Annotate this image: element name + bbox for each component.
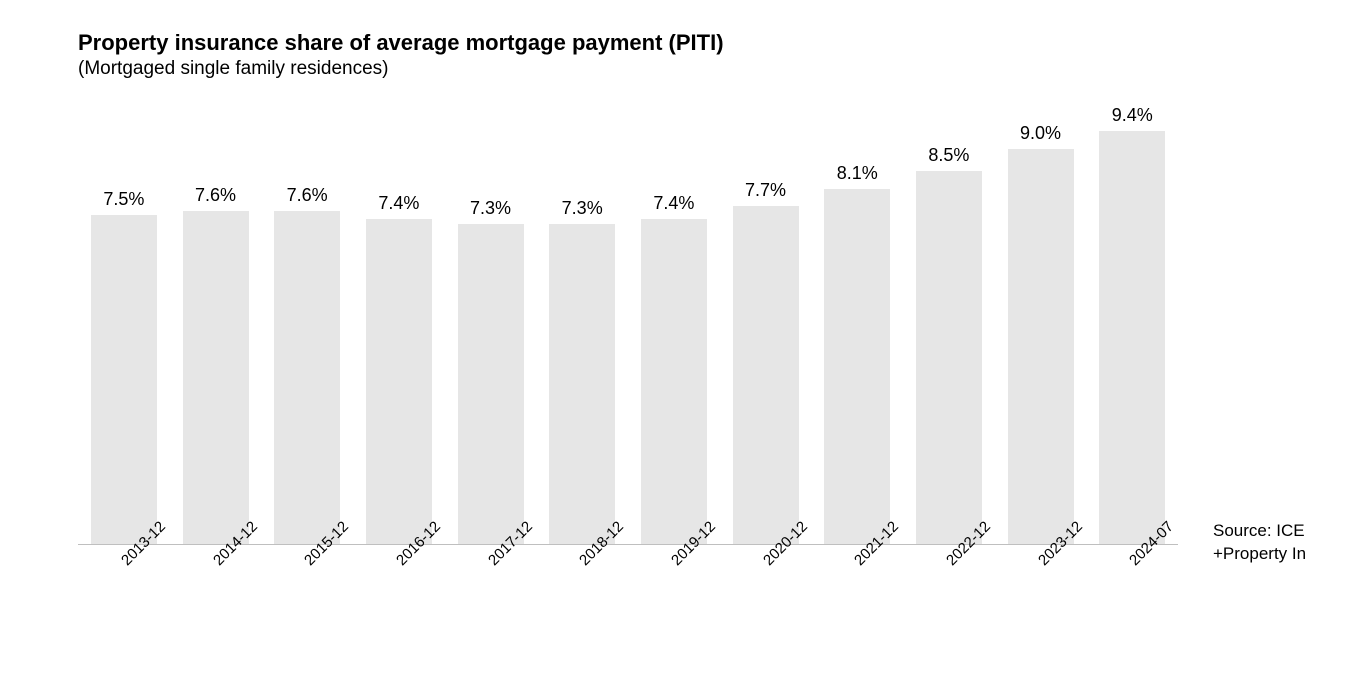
chart-title: Property insurance share of average mort… xyxy=(78,30,724,56)
bar-value-label: 9.4% xyxy=(1112,105,1153,126)
bar: 9.0% xyxy=(1008,149,1074,545)
bar-slot: 7.4% xyxy=(353,105,445,545)
bar: 7.3% xyxy=(549,224,615,545)
bar-slot: 8.5% xyxy=(903,105,995,545)
bar: 7.6% xyxy=(274,211,340,545)
bar-slot: 7.4% xyxy=(628,105,720,545)
x-label-slot: 2019-12 xyxy=(628,545,720,665)
x-label-slot: 2014-12 xyxy=(170,545,262,665)
x-label-slot: 2018-12 xyxy=(536,545,628,665)
bar-slot: 9.0% xyxy=(995,105,1087,545)
bar: 7.4% xyxy=(366,219,432,545)
x-label-slot: 2020-12 xyxy=(720,545,812,665)
bar-value-label: 8.5% xyxy=(928,145,969,166)
x-label-slot: 2024-07 xyxy=(1086,545,1178,665)
bar-value-label: 7.6% xyxy=(195,185,236,206)
x-axis-labels: 2013-122014-122015-122016-122017-122018-… xyxy=(78,545,1178,665)
x-label-slot: 2021-12 xyxy=(811,545,903,665)
bar-value-label: 7.3% xyxy=(470,198,511,219)
bar-slot: 9.4% xyxy=(1086,105,1178,545)
bar: 9.4% xyxy=(1099,131,1165,545)
bar-slot: 7.3% xyxy=(536,105,628,545)
bar-value-label: 9.0% xyxy=(1020,123,1061,144)
x-label-slot: 2023-12 xyxy=(995,545,1087,665)
chart-source: Source: ICE +Property In xyxy=(1213,520,1353,566)
bar-value-label: 7.7% xyxy=(745,180,786,201)
bar-slot: 8.1% xyxy=(811,105,903,545)
bar-value-label: 7.5% xyxy=(103,189,144,210)
bar-slot: 7.7% xyxy=(720,105,812,545)
chart-subtitle: (Mortgaged single family residences) xyxy=(78,58,388,80)
bar-value-label: 8.1% xyxy=(837,163,878,184)
bar: 8.1% xyxy=(824,189,890,545)
source-line-2: +Property In xyxy=(1213,543,1353,566)
x-label-slot: 2015-12 xyxy=(261,545,353,665)
bar-value-label: 7.4% xyxy=(378,193,419,214)
bar: 7.4% xyxy=(641,219,707,545)
bar: 7.7% xyxy=(733,206,799,545)
bar-slot: 7.6% xyxy=(261,105,353,545)
bar-value-label: 7.6% xyxy=(287,185,328,206)
chart-container: Property insurance share of average mort… xyxy=(0,0,1361,680)
bar-value-label: 7.4% xyxy=(653,193,694,214)
x-label-slot: 2022-12 xyxy=(903,545,995,665)
bar-slot: 7.3% xyxy=(445,105,537,545)
bars-group: 7.5% 7.6% 7.6% 7.4% 7.3% 7.3% 7.4% 7.7% 8.1% 8.5%… xyxy=(78,105,1178,545)
bar-slot: 7.5% xyxy=(78,105,170,545)
x-label-slot: 2013-12 xyxy=(78,545,170,665)
bar-slot: 7.6% xyxy=(170,105,262,545)
source-line-1: Source: ICE xyxy=(1213,520,1353,543)
x-label-slot: 2016-12 xyxy=(353,545,445,665)
plot-area: 7.5% 7.6% 7.6% 7.4% 7.3% 7.3% 7.4% 7.7% 8.1% 8.5%… xyxy=(78,105,1178,545)
x-label-slot: 2017-12 xyxy=(445,545,537,665)
bar: 7.5% xyxy=(91,215,157,545)
bar: 7.3% xyxy=(458,224,524,545)
bar-value-label: 7.3% xyxy=(562,198,603,219)
bar: 8.5% xyxy=(916,171,982,545)
bar: 7.6% xyxy=(183,211,249,545)
